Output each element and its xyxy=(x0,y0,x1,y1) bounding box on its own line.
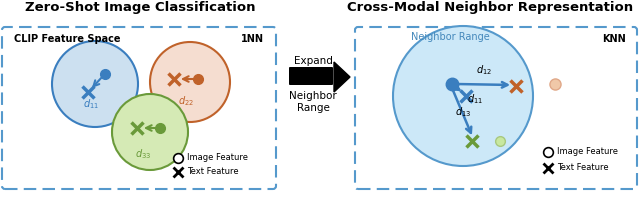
Text: $d_{33}$: $d_{33}$ xyxy=(135,147,151,161)
Circle shape xyxy=(150,42,230,122)
FancyBboxPatch shape xyxy=(289,67,333,85)
Circle shape xyxy=(112,94,188,170)
Text: $d_{13}$: $d_{13}$ xyxy=(455,105,471,119)
Text: CLIP Feature Space: CLIP Feature Space xyxy=(14,34,120,44)
Circle shape xyxy=(393,26,533,166)
Text: 1NN: 1NN xyxy=(241,34,264,44)
Text: $d_{11}$: $d_{11}$ xyxy=(467,92,483,106)
Text: $d_{12}$: $d_{12}$ xyxy=(476,63,492,77)
Text: Expand: Expand xyxy=(294,56,332,66)
Text: $d_{22}$: $d_{22}$ xyxy=(178,94,194,108)
Text: Text Feature: Text Feature xyxy=(557,163,609,173)
Text: Neighbor Range: Neighbor Range xyxy=(411,32,490,42)
FancyBboxPatch shape xyxy=(355,27,637,189)
Text: Text Feature: Text Feature xyxy=(187,167,239,176)
Text: Image Feature: Image Feature xyxy=(187,153,248,163)
Text: Zero-Shot Image Classification: Zero-Shot Image Classification xyxy=(25,1,255,14)
Text: Neighbor
Range: Neighbor Range xyxy=(289,91,337,113)
Polygon shape xyxy=(334,62,350,92)
Text: KNN: KNN xyxy=(602,34,626,44)
Text: Cross-Modal Neighbor Representation: Cross-Modal Neighbor Representation xyxy=(347,1,633,14)
FancyBboxPatch shape xyxy=(2,27,276,189)
Circle shape xyxy=(52,41,138,127)
Text: $d_{11}$: $d_{11}$ xyxy=(83,97,99,111)
Text: Image Feature: Image Feature xyxy=(557,147,618,156)
